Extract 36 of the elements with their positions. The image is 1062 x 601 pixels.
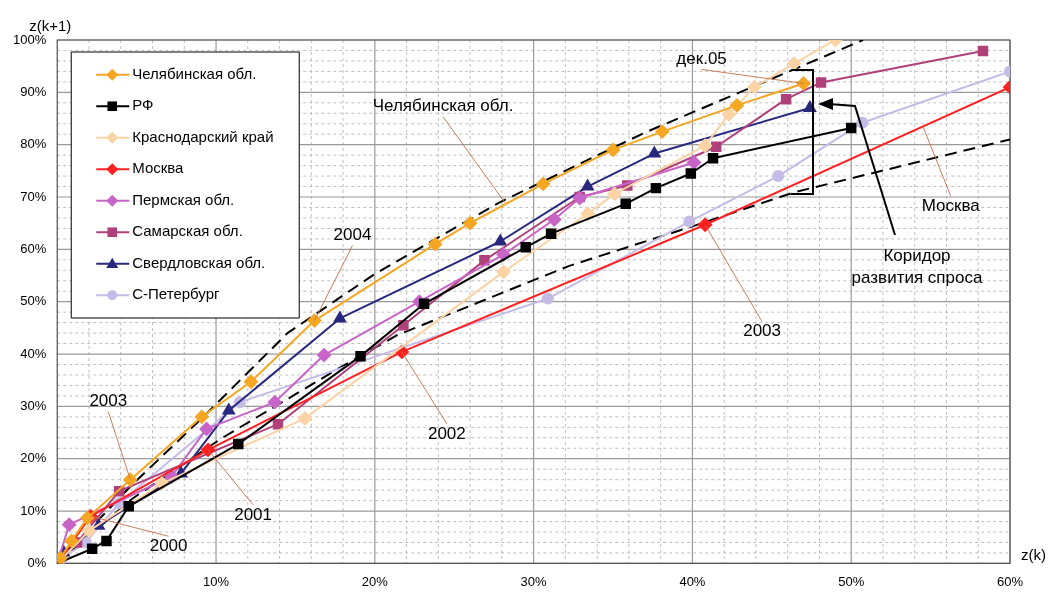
y-tick-label: 30%: [20, 397, 47, 413]
annotation: 2003: [89, 391, 128, 411]
y-tick-label: 90%: [20, 83, 47, 99]
legend-label: С-Петербург: [132, 285, 221, 303]
x-tick-label: 50%: [838, 573, 865, 589]
annotation: Москва: [921, 195, 981, 215]
legend-label: Москва: [132, 159, 185, 177]
y-tick-label: 0%: [27, 554, 47, 570]
annotation: 2003: [743, 321, 782, 341]
x-tick-label: 10%: [203, 573, 230, 589]
legend-label: Челябинская обл.: [132, 64, 257, 82]
y-tick-label: 70%: [20, 188, 47, 204]
annotation: 2002: [427, 423, 466, 443]
x-tick-label: 60%: [996, 573, 1024, 589]
annotation: Коридор развития спроса: [851, 245, 983, 287]
legend-label: Самарская обл.: [132, 222, 243, 240]
y-tick-label: 80%: [20, 136, 47, 152]
y-axis-title: z(k+1): [29, 16, 72, 34]
y-tick-label: 60%: [20, 240, 47, 256]
annotation: дек.05: [676, 49, 727, 69]
legend-label: Свердловская обл.: [132, 253, 266, 271]
annotation: Челябинская обл.: [372, 96, 514, 116]
annotation: 2004: [333, 225, 372, 245]
y-tick-label: 50%: [20, 293, 47, 309]
y-tick-label: 10%: [20, 502, 47, 518]
x-tick-label: 30%: [520, 573, 548, 589]
legend-label: РФ: [132, 96, 154, 114]
x-tick-label: 40%: [679, 573, 706, 589]
annotation: 2000: [149, 535, 188, 555]
annotation: 2001: [234, 504, 273, 524]
y-tick-label: 40%: [20, 345, 47, 361]
legend-label: Пермская обл.: [132, 190, 235, 208]
y-tick-label: 20%: [20, 450, 47, 466]
x-axis-title: z(k): [1021, 545, 1046, 563]
legend-label: Краснодарский край: [132, 127, 274, 145]
x-tick-label: 20%: [361, 573, 389, 589]
